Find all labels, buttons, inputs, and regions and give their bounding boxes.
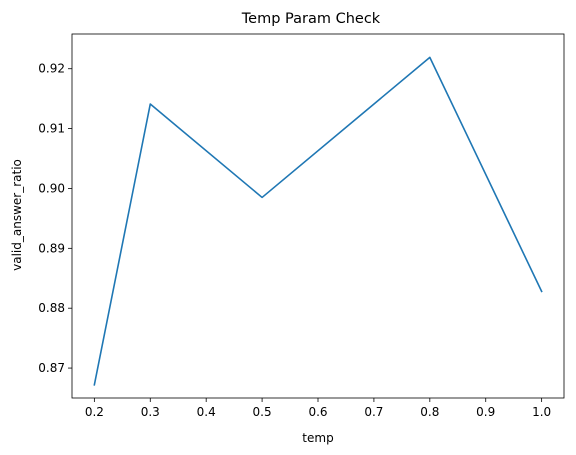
y-tick-label: 0.90 xyxy=(38,181,65,195)
x-axis-label: temp xyxy=(302,431,333,445)
y-tick-label: 0.89 xyxy=(38,241,65,255)
y-axis-label: valid_answer_ratio xyxy=(10,159,24,271)
y-tick-label: 0.87 xyxy=(38,361,65,375)
x-tick-label: 1.0 xyxy=(532,405,551,419)
x-tick-label: 0.7 xyxy=(364,405,383,419)
x-tick-label: 0.4 xyxy=(197,405,216,419)
x-tick-label: 0.8 xyxy=(420,405,439,419)
x-tick-label: 0.2 xyxy=(85,405,104,419)
x-tick-label: 0.3 xyxy=(141,405,160,419)
x-tick-label: 0.9 xyxy=(476,405,495,419)
x-tick-label: 0.6 xyxy=(308,405,327,419)
y-tick-label: 0.88 xyxy=(38,301,65,315)
chart-title: Temp Param Check xyxy=(241,11,381,27)
plot-area xyxy=(72,34,564,398)
y-tick-label: 0.92 xyxy=(38,62,65,76)
y-tick-label: 0.91 xyxy=(38,122,65,136)
x-tick-label: 0.5 xyxy=(253,405,272,419)
